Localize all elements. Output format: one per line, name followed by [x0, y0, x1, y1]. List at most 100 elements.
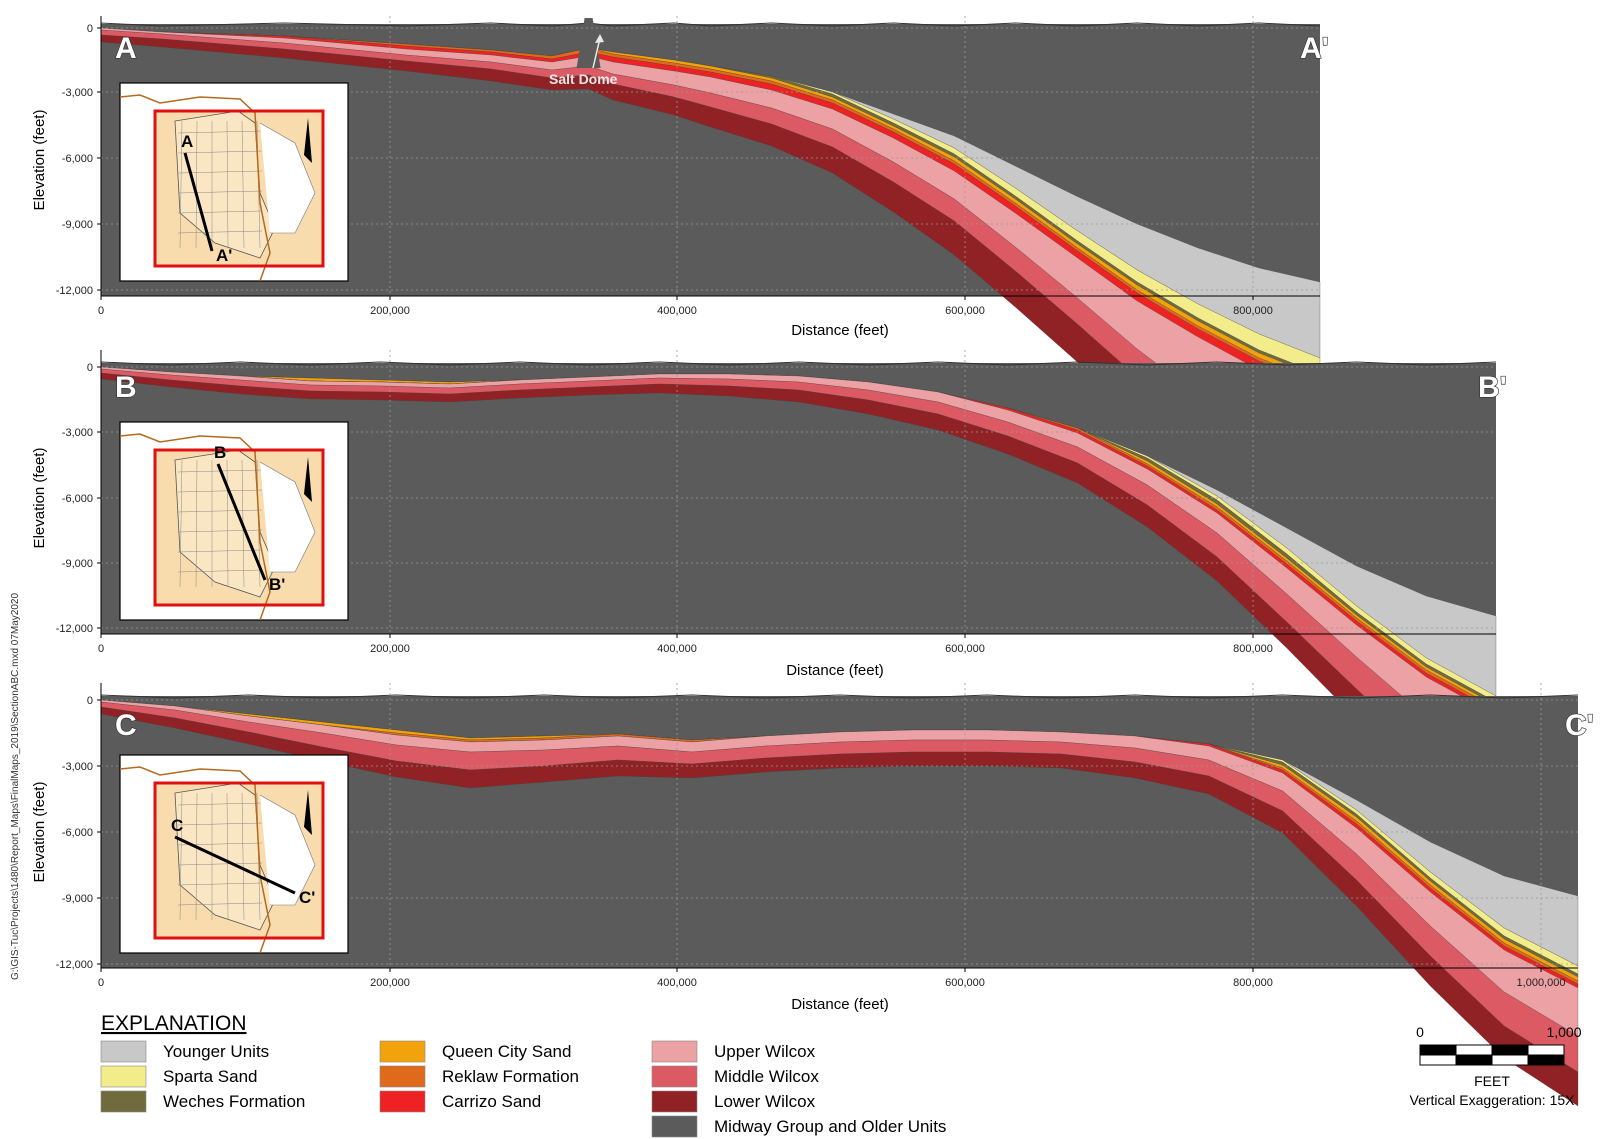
inset-county-line — [177, 882, 263, 886]
inset-neighbor-outline — [259, 794, 316, 906]
scale-segment — [1491, 1044, 1529, 1056]
inset-county-line — [177, 190, 263, 194]
inset-state-border — [119, 94, 271, 282]
y-tick-label: -9,000 — [62, 219, 93, 231]
inset-county-line — [177, 230, 263, 234]
inset-county-line — [177, 802, 263, 806]
legend-label: Weches Formation — [163, 1092, 305, 1111]
inset-state-border — [119, 766, 271, 954]
panel-b-inset-map: B B' — [119, 421, 349, 621]
legend-swatch-carrizo — [379, 1090, 426, 1113]
x-tick-label: 800,000 — [1233, 643, 1273, 655]
legend-swatch-middle-wilcox — [651, 1065, 698, 1088]
x-tick-label: 600,000 — [945, 305, 985, 317]
inset-county-line — [179, 459, 183, 588]
x-tick-label: 200,000 — [370, 977, 410, 989]
x-tick-label: 800,000 — [1233, 977, 1273, 989]
x-tick-label: 0 — [98, 643, 104, 655]
y-tick-label: -9,000 — [62, 558, 93, 570]
legend-swatch-lower-wilcox — [651, 1090, 698, 1113]
y-tick-label: -6,000 — [62, 493, 93, 505]
inset-county-line — [177, 210, 263, 214]
y-tick-label: -6,000 — [62, 153, 93, 165]
land-surface-line — [100, 361, 1497, 366]
file-path-label: G:\GIS-Tuc\Projects\1480\Report_Maps\Fin… — [10, 593, 21, 980]
panel-c-start-label: C — [115, 709, 137, 742]
x-tick-label: 400,000 — [657, 643, 697, 655]
vertical-exaggeration-label: Vertical Exaggeration: 15X — [1410, 1092, 1576, 1108]
y-tick-label: 0 — [87, 695, 93, 707]
y-tick-label: -3,000 — [62, 761, 93, 773]
legend-label: Sparta Sand — [163, 1067, 258, 1086]
land-surface-line — [100, 694, 1579, 699]
legend-swatch-sparta — [100, 1065, 147, 1088]
scale-segment — [1455, 1044, 1493, 1056]
inset-end-label: A' — [216, 246, 232, 265]
panel-a-ylabel: Elevation (feet) — [31, 110, 48, 211]
legend-label: Carrizo Sand — [442, 1092, 541, 1111]
scale-start-label: 0 — [1416, 1024, 1424, 1040]
inset-county-line — [226, 792, 229, 921]
inset-county-line — [195, 120, 198, 249]
scale-end-label: 1,000 — [1546, 1024, 1581, 1040]
legend-label: Upper Wilcox — [714, 1042, 816, 1061]
panel-a-end-label: A' — [1300, 32, 1329, 65]
north-arrow-icon — [304, 790, 312, 835]
inset-state-border — [119, 433, 271, 621]
y-tick-label: -3,000 — [62, 87, 93, 99]
panel-c-ylabel: Elevation (feet) — [31, 782, 48, 883]
y-tick-label: -6,000 — [62, 827, 93, 839]
inset-start-label: C — [171, 816, 183, 835]
legend-label: Midway Group and Older Units — [714, 1117, 946, 1136]
panel-a-start-label: A — [115, 32, 137, 65]
salt-dome-annotation: Salt Dome — [549, 34, 618, 87]
panel-b-ylabel: Elevation (feet) — [31, 448, 48, 549]
inset-section-line — [183, 152, 214, 252]
legend-swatch-midway — [651, 1115, 698, 1138]
inset-section-line — [216, 463, 267, 581]
inset-end-label: C' — [299, 888, 315, 907]
inset-county-line — [241, 792, 245, 921]
legend-label: Lower Wilcox — [714, 1092, 816, 1111]
panel-b-xlabel: Distance (feet) — [786, 662, 884, 679]
inset-county-line — [226, 120, 229, 249]
panel-a: 0 -3,000 -6,000 -9,000 -12,000 0 200,000 400,00… — [31, 16, 1329, 547]
scale-segment — [1491, 1054, 1529, 1066]
salt-dome-label: Salt Dome — [549, 71, 618, 87]
y-tick-label: -12,000 — [56, 623, 93, 635]
land-surface-line — [100, 22, 1321, 27]
panel-a-inset-map: A A' — [119, 82, 349, 282]
scale-segment — [1527, 1054, 1565, 1066]
salt-dome-shape — [576, 18, 601, 68]
panel-b: 0 -3,000 -6,000 -9,000 -12,000 0 200,000 400,00… — [31, 350, 1507, 838]
inset-county-line — [177, 862, 263, 866]
x-tick-label: 0 — [98, 977, 104, 989]
inset-start-label: B — [214, 443, 226, 462]
inset-county-line — [241, 120, 245, 249]
scale-segment — [1419, 1044, 1457, 1056]
inset-county-line — [177, 822, 263, 826]
inset-model-boundary — [153, 781, 325, 940]
inset-neighbor-outline — [259, 461, 316, 573]
inset-county-line — [177, 130, 263, 134]
inset-county-line — [177, 509, 263, 513]
panel-c-inset-map: C C' — [119, 754, 349, 954]
legend-swatch-reklaw — [379, 1065, 426, 1088]
panel-c-xlabel: Distance (feet) — [791, 996, 889, 1013]
legend-swatch-weches — [100, 1090, 147, 1113]
legend-swatch-younger — [100, 1040, 147, 1063]
inset-model-boundary — [153, 448, 325, 607]
scale-segment — [1455, 1054, 1493, 1066]
legend-title: EXPLANATION — [101, 1012, 246, 1035]
x-tick-label: 200,000 — [370, 643, 410, 655]
inset-county-line — [177, 150, 263, 154]
inset-county-line — [177, 529, 263, 533]
x-tick-label: 400,000 — [657, 977, 697, 989]
y-tick-label: -12,000 — [56, 285, 93, 297]
x-tick-label: 400,000 — [657, 305, 697, 317]
inset-county-line — [177, 170, 263, 174]
inset-county-line — [179, 120, 183, 249]
inset-model-boundary — [153, 109, 325, 268]
panel-b-start-label: B — [115, 371, 137, 404]
scale-bar: 0 1,000 FEET Vertical Exaggeration: 15X — [1410, 1024, 1582, 1108]
